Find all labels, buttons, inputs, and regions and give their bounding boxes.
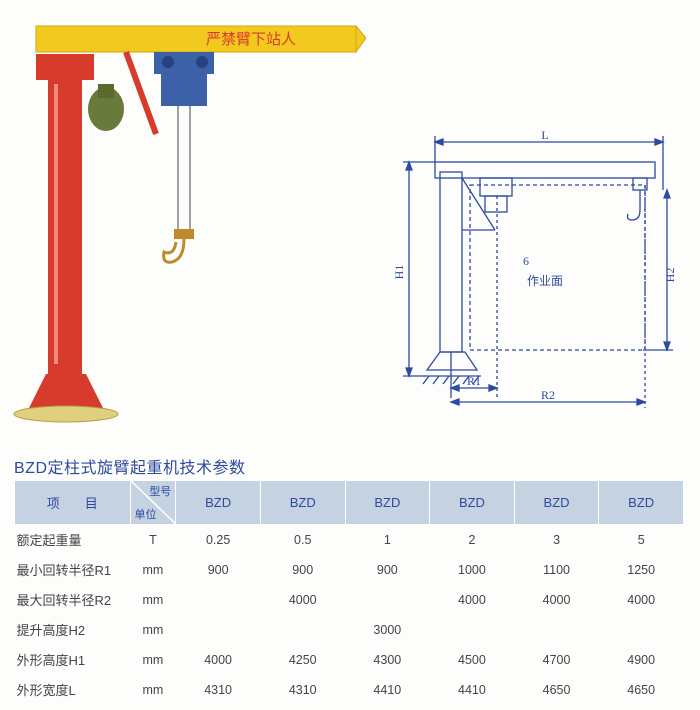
- cell-value: 4700: [514, 645, 599, 675]
- cell-value: 4500: [430, 645, 515, 675]
- cell-value: 4310: [260, 675, 345, 705]
- cell-value: 4300: [345, 645, 430, 675]
- cell-value: [599, 615, 684, 645]
- header-model: BZD: [514, 481, 599, 525]
- cell-value: 4410: [345, 675, 430, 705]
- cell-value: 4650: [514, 675, 599, 705]
- cell-value: 4310: [176, 675, 261, 705]
- table-row: 最大回转半径R2mm4000400040004000: [15, 585, 684, 615]
- cell-value: 1: [345, 525, 430, 555]
- cell-value: 900: [345, 555, 430, 585]
- cell-value: [430, 615, 515, 645]
- cell-value: 900: [176, 555, 261, 585]
- cell-value: 1250: [599, 555, 684, 585]
- table-header-row: 项 目 型号 单位 BZD BZD BZD BZD BZD BZD: [15, 481, 684, 525]
- cell-value: 3: [514, 525, 599, 555]
- cell-value: 3000: [345, 615, 430, 645]
- cell-value: [176, 585, 261, 615]
- cell-value: 1100: [514, 555, 599, 585]
- svg-text:6: 6: [523, 254, 529, 268]
- cell-value: 2: [430, 525, 515, 555]
- technical-diagram: L 6: [385, 130, 680, 410]
- cell-value: 4000: [430, 585, 515, 615]
- svg-text:H1: H1: [392, 265, 406, 280]
- cell-value: 1000: [430, 555, 515, 585]
- row-unit: mm: [130, 555, 176, 585]
- table-row: 外形宽度Lmm431043104410441046504650: [15, 675, 684, 705]
- row-unit: mm: [130, 675, 176, 705]
- row-unit: mm: [130, 615, 176, 645]
- cell-value: 4900: [599, 645, 684, 675]
- svg-text:R2: R2: [541, 388, 555, 402]
- header-model: BZD: [345, 481, 430, 525]
- cell-value: [260, 615, 345, 645]
- cell-value: 900: [260, 555, 345, 585]
- image-area: 严禁臂下站人 L: [0, 0, 700, 440]
- cell-value: 0.25: [176, 525, 261, 555]
- header-model: BZD: [176, 481, 261, 525]
- header-model: BZD: [599, 481, 684, 525]
- row-label: 外形宽度L: [15, 675, 131, 705]
- cell-value: 0.5: [260, 525, 345, 555]
- row-unit: mm: [130, 585, 176, 615]
- row-label: 额定起重量: [15, 525, 131, 555]
- cell-value: 5: [599, 525, 684, 555]
- svg-text:H2: H2: [663, 268, 677, 283]
- table-body: 额定起重量T0.250.51235最小回转半径R1mm9009009001000…: [15, 525, 684, 705]
- cell-value: 4000: [514, 585, 599, 615]
- cell-value: [514, 615, 599, 645]
- cell-value: 4410: [430, 675, 515, 705]
- table-row: 额定起重量T0.250.51235: [15, 525, 684, 555]
- header-model: BZD: [430, 481, 515, 525]
- spec-table-wrap: 项 目 型号 单位 BZD BZD BZD BZD BZD BZD 额定起重量T…: [14, 480, 684, 705]
- cell-value: 4000: [599, 585, 684, 615]
- row-unit: mm: [130, 645, 176, 675]
- cell-value: 4650: [599, 675, 684, 705]
- header-unit-model: 型号 单位: [130, 481, 176, 525]
- svg-text:作业面: 作业面: [527, 274, 563, 288]
- spec-table: 项 目 型号 单位 BZD BZD BZD BZD BZD BZD 额定起重量T…: [14, 480, 684, 705]
- row-unit: T: [130, 525, 176, 555]
- svg-text:L: L: [541, 130, 548, 142]
- cell-value: 4000: [260, 585, 345, 615]
- header-project: 项 目: [15, 481, 131, 525]
- cell-value: [176, 615, 261, 645]
- table-row: 提升高度H2mm 3000: [15, 615, 684, 645]
- svg-text:R1: R1: [467, 374, 481, 388]
- row-label: 提升高度H2: [15, 615, 131, 645]
- spec-title: BZD定柱式旋臂起重机技术参数: [14, 454, 246, 478]
- cell-value: 4000: [176, 645, 261, 675]
- table-row: 外形高度H1mm400042504300450047004900: [15, 645, 684, 675]
- cell-value: 4250: [260, 645, 345, 675]
- table-row: 最小回转半径R1mm900900900100011001250: [15, 555, 684, 585]
- cell-value: [345, 585, 430, 615]
- header-model: BZD: [260, 481, 345, 525]
- row-label: 最小回转半径R1: [15, 555, 131, 585]
- row-label: 外形高度H1: [15, 645, 131, 675]
- row-label: 最大回转半径R2: [15, 585, 131, 615]
- arm-warning-text: 严禁臂下站人: [206, 31, 296, 48]
- crane-illustration: 严禁臂下站人: [6, 14, 366, 424]
